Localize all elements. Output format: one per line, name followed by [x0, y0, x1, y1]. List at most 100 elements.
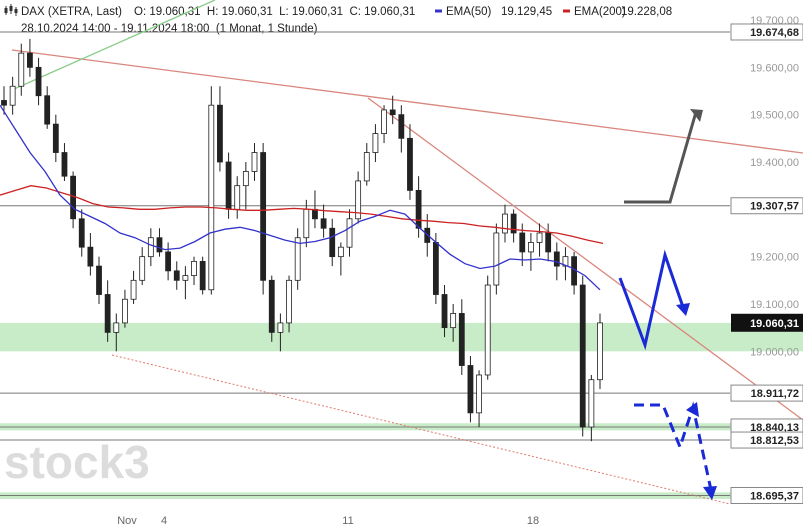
level-label-box [730, 384, 803, 402]
zigzag-scenario-arrow [618, 249, 690, 351]
x-tick-label: 11 [342, 515, 353, 527]
price-axis: 19.700,0019.600,0019.500,0019.400,0019.2… [750, 15, 799, 358]
y-tick-label: 19.400,00 [750, 157, 799, 169]
candle-body [450, 313, 457, 329]
candle-body [381, 109, 387, 134]
x-tick-label: Nov [117, 515, 137, 527]
last-price-label: 19.060,31 [750, 318, 799, 330]
candlestick-chart-icon [4, 4, 18, 16]
level-label-box [730, 431, 803, 449]
candle-body [545, 232, 552, 253]
candle-body [165, 251, 172, 272]
level-label-box [730, 197, 803, 215]
candle-body [44, 95, 51, 125]
ema200-legend-label: EMA(200) [574, 6, 626, 18]
candle-body [346, 218, 353, 248]
candle-body [337, 246, 344, 258]
candle-body [303, 208, 310, 239]
candle-body [312, 208, 318, 220]
last-price-box [731, 313, 803, 332]
ema200-legend-value: 19.228,08 [621, 6, 672, 18]
candle-body [398, 114, 405, 139]
y-tick-label: 19.600,00 [750, 62, 799, 74]
candle-body [139, 256, 146, 281]
x-tick-label: 18 [527, 515, 539, 527]
candle-body [61, 152, 68, 177]
y-tick-label: 19.200,00 [750, 252, 799, 264]
candle-body [476, 374, 482, 414]
time-axis: Nov 4 11 18 [117, 515, 539, 527]
candle-body [553, 251, 560, 267]
green-trendline [11, 0, 216, 91]
x-tick-label: 4 [161, 515, 167, 527]
candle-body [536, 232, 543, 243]
candle-body [294, 237, 301, 281]
candle-body [320, 218, 327, 229]
candle-body [579, 284, 586, 428]
candle-body [588, 379, 595, 428]
candle-body [52, 123, 59, 153]
upper-trendline [11, 49, 803, 154]
candle-body [96, 265, 102, 295]
scenario-arrows [618, 109, 717, 500]
ema50-legend-value: 19.129,45 [501, 6, 552, 18]
candle-body [493, 232, 500, 286]
candle-body [458, 313, 465, 366]
candle-body [70, 175, 77, 220]
candle-body [191, 260, 197, 276]
up-scenario-arrow [624, 109, 703, 204]
candle-body [122, 298, 128, 324]
candle-body [363, 152, 370, 182]
watermark-logo: stock3 [4, 436, 150, 488]
support-zone-1 [0, 322, 803, 352]
candle-body [1, 100, 7, 106]
candle-body [173, 270, 180, 281]
candle-body [182, 275, 189, 281]
level-labels: 19.674,68 19.307,57 18.911,72 18.840,1318.8… [730, 23, 803, 504]
y-tick-label: 19.100,00 [750, 299, 799, 311]
candle-body [441, 294, 448, 329]
candle-body [562, 256, 569, 267]
moving-averages [0, 104, 604, 291]
level-label: 18.840,13 [750, 422, 799, 434]
candle-body [251, 152, 258, 172]
ema200-line [0, 185, 604, 245]
candle-body [355, 180, 362, 220]
candles [1, 38, 603, 442]
candle-body [527, 242, 534, 253]
header-range: 28.10.2024 14:00 - 19.11.2024 18:00 (1 M… [21, 23, 318, 35]
candle-body [18, 52, 25, 87]
down-scenario-arrow [634, 401, 717, 500]
candle-body [87, 246, 94, 267]
candle-body [199, 260, 206, 291]
candle-body [277, 322, 284, 333]
candle-body [27, 52, 33, 68]
candle-body [329, 227, 336, 258]
level-label: 19.307,57 [750, 201, 799, 213]
candle-body [156, 237, 163, 253]
level-label: 18.911,72 [751, 388, 799, 400]
candle-body [9, 85, 16, 106]
candle-body [35, 66, 42, 97]
level-label-box [730, 23, 803, 41]
candle-body [467, 365, 474, 414]
level-label: 18.695,37 [750, 490, 799, 502]
candle-body [268, 279, 275, 333]
lower-dotted-trendline [111, 354, 731, 505]
candle-body [372, 133, 379, 153]
candle-body [484, 284, 491, 376]
price-levels [0, 31, 730, 496]
candle-body [104, 294, 111, 333]
candle-body [217, 104, 223, 163]
level-label: 18.812,53 [750, 435, 799, 447]
candle-body [130, 279, 137, 300]
candle-body [113, 322, 120, 333]
candle-body [208, 104, 215, 291]
level-label-box [730, 486, 803, 504]
candle-body [519, 232, 526, 253]
candle-body [510, 213, 517, 234]
candle-body [242, 171, 249, 187]
steep-trendline [367, 97, 803, 421]
candle-body [389, 109, 396, 116]
